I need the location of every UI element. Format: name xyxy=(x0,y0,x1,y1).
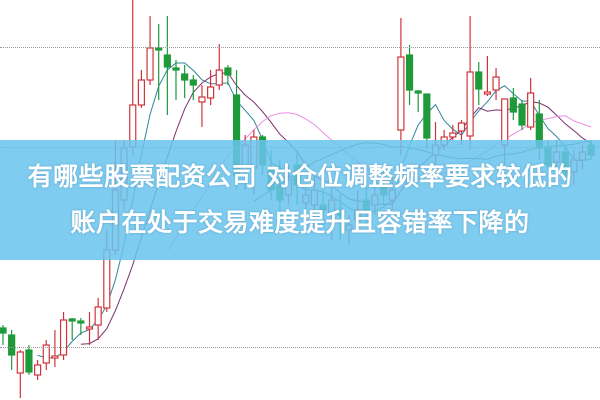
candle xyxy=(189,75,197,100)
candle-body-up xyxy=(33,364,42,376)
candle-body-up xyxy=(85,326,94,330)
candle-body-down xyxy=(163,54,171,68)
candle xyxy=(155,24,163,100)
candle xyxy=(172,60,180,100)
candle-body-down xyxy=(77,320,85,324)
candle-body-up xyxy=(457,122,466,132)
candle xyxy=(215,44,223,90)
candle-body-up xyxy=(42,344,50,364)
candle-body-down xyxy=(25,349,33,373)
candle-body-up xyxy=(137,79,145,106)
candle xyxy=(224,65,232,85)
candle-body-up xyxy=(16,351,24,374)
candle-body-up xyxy=(51,355,59,359)
candle xyxy=(198,85,206,127)
candle-body-down xyxy=(405,54,414,91)
candle xyxy=(42,340,50,370)
gridline xyxy=(0,347,600,348)
candle-body-down xyxy=(8,334,16,356)
candle-body-up xyxy=(483,91,491,95)
candle xyxy=(405,45,414,105)
candle xyxy=(527,78,535,130)
candle xyxy=(146,16,154,85)
candle-body-up xyxy=(198,96,206,103)
candle-body-down xyxy=(155,47,163,51)
candle xyxy=(466,16,474,150)
banner-title-line-2: 账户在处于交易难度提升且容错率下降的 xyxy=(70,208,530,237)
candle xyxy=(8,330,16,370)
candle xyxy=(492,68,500,100)
candle-body-up xyxy=(492,76,500,91)
candle xyxy=(16,350,24,398)
candle xyxy=(25,345,33,375)
candle xyxy=(475,62,483,105)
candle-body-down xyxy=(68,318,76,322)
candle-body-up xyxy=(59,319,68,356)
candle-body-down xyxy=(475,71,483,90)
candle-body-up xyxy=(449,132,457,138)
candle xyxy=(0,325,7,345)
candle xyxy=(51,330,59,367)
candle-body-down xyxy=(172,67,180,71)
gridline xyxy=(0,47,600,48)
candle-body-down xyxy=(181,73,189,81)
candle xyxy=(68,318,76,340)
candle xyxy=(449,125,457,140)
candle-body-up xyxy=(527,92,535,128)
candle-body-down xyxy=(224,67,232,76)
candle-body-down xyxy=(189,79,197,86)
candle xyxy=(414,90,422,112)
candle-body-down xyxy=(0,327,7,334)
banner-title-line-1: 有哪些股票配资公司 对仓位调整频率要求较低的 xyxy=(27,162,573,191)
title-banner: 有哪些股票配资公司 对仓位调整频率要求较低的 账户在处于交易难度提升且容错率下降… xyxy=(0,140,600,260)
candle-body-up xyxy=(501,98,509,146)
candle-body-up xyxy=(466,71,474,137)
candle-body-down xyxy=(518,103,526,126)
candle xyxy=(181,65,189,98)
candle xyxy=(483,56,491,96)
candle xyxy=(163,16,171,115)
candle-body-down xyxy=(414,90,422,94)
candle-body-down xyxy=(509,97,517,113)
candle-body-up xyxy=(146,47,154,81)
candle xyxy=(129,0,137,155)
candle xyxy=(77,318,85,335)
candle xyxy=(518,100,526,130)
candle xyxy=(397,18,405,155)
candle xyxy=(137,70,145,108)
candle xyxy=(423,93,431,148)
candle xyxy=(33,360,42,380)
candle xyxy=(509,88,517,120)
candle xyxy=(85,312,94,345)
candle xyxy=(207,70,215,105)
candle xyxy=(59,312,68,360)
candle-body-up xyxy=(397,56,405,131)
candle xyxy=(94,298,102,340)
candle-body-up xyxy=(94,306,102,326)
candle-body-up xyxy=(215,69,223,86)
candle-body-down xyxy=(423,93,431,139)
candle-body-up xyxy=(207,86,215,99)
